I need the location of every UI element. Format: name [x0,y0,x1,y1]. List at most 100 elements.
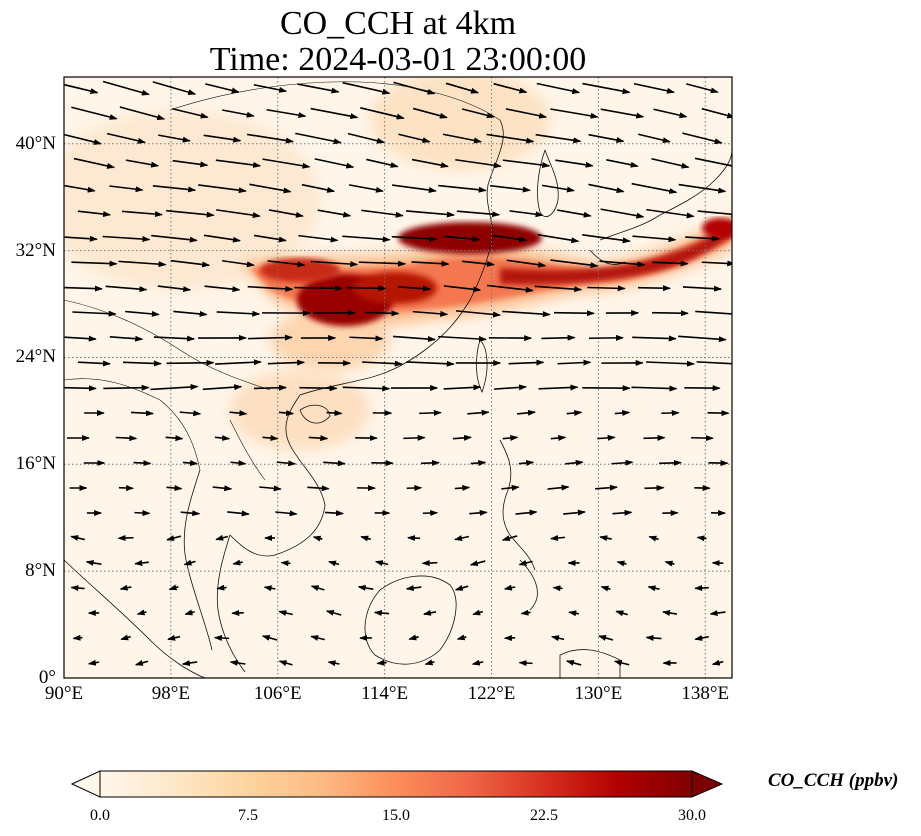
wind-arrow [183,559,196,566]
wind-arrow [134,659,149,666]
wind-arrow [550,108,599,119]
wind-arrow [506,259,547,268]
wind-arrow [170,259,211,268]
lon-tick-label: 90°E [44,683,84,704]
wind-arrow [117,535,134,542]
wind-arrow [215,159,262,168]
wind-arrow [262,158,311,169]
wind-arrow [125,310,160,317]
wind-arrow [565,459,584,466]
wind-arrow [267,359,306,366]
lon-tick-label: 130°E [574,683,623,704]
wind-arrow [598,635,614,641]
wind-arrow [611,459,634,466]
wind-arrow [109,335,144,342]
wind-arrow [102,80,150,96]
wind-arrow [72,310,117,317]
wind-arrow [121,210,163,218]
wind-arrow [64,133,102,145]
wind-arrow [267,260,306,268]
lon-tick-label: 106°E [253,683,302,704]
wind-arrow [695,310,732,315]
wind-arrow [77,210,112,218]
wind-arrow [678,335,727,343]
wind-arrow [633,82,675,94]
wind-arrow [438,184,487,193]
wind-arrow [325,609,342,616]
lat-tick-label: 24°N [15,346,56,368]
wind-arrow [158,134,191,143]
wind-arrow [631,182,678,194]
wind-arrow [133,460,152,467]
wind-arrow [566,409,583,416]
wind-arrow [419,409,442,416]
wind-arrow [505,108,548,119]
wind-arrow [709,610,726,617]
wind-arrow [106,132,146,144]
wind-arrow [349,335,384,342]
wind-arrow [213,634,230,641]
wind-arrow [152,185,197,193]
wind-arrow [167,634,181,641]
wind-arrow [508,359,545,366]
wind-arrow [638,133,671,144]
wind-arrow [310,585,325,591]
wind-arrow [652,310,689,317]
wind-arrow [314,158,355,169]
wind-arrow [437,335,487,342]
wind-arrow [327,660,340,667]
wind-arrow [411,158,449,169]
wind-arrow [452,434,472,441]
wind-arrow [182,460,199,466]
wind-arrow [70,585,85,592]
wind-arrow [216,310,261,317]
wind-arrow [455,158,502,169]
colorbar-label: CO_CCH (ppbv) [768,770,899,791]
wind-arrow [123,360,162,367]
wind-arrow [275,510,298,517]
wind-arrow [118,485,135,492]
wind-arrow [541,184,575,193]
wind-arrow [229,410,248,417]
wind-arrow [157,285,192,293]
wind-arrow [307,485,330,492]
wind-arrow [222,259,255,268]
wind-arrow [262,435,279,442]
wind-arrow [537,233,580,244]
wind-arrow [64,83,99,94]
wind-arrow [347,132,385,144]
lat-tick-label: 0° [38,667,56,688]
colorbar [70,770,724,798]
wind-arrow [515,509,538,516]
wind-arrow [153,335,196,342]
colorbar-tick-label: 22.5 [530,807,558,824]
wind-arrow [536,82,581,94]
wind-arrow [64,184,96,193]
wind-arrow [232,559,243,566]
wind-arrow [541,334,576,341]
wind-arrow [454,535,470,541]
wind-arrow [552,585,563,592]
wind-arrow [366,158,399,168]
wind-arrow [152,81,197,96]
wind-arrow [324,510,344,517]
wind-arrow [599,260,646,268]
wind-arrow [588,133,625,143]
wind-arrow [600,208,645,219]
wind-arrow [120,634,131,641]
wind-arrow [184,609,195,616]
wind-arrow [247,285,294,292]
wind-arrow [179,410,202,417]
wind-arrow [646,208,695,219]
wind-arrow [632,335,677,342]
wind-arrow [317,209,352,218]
wind-arrow [134,510,151,517]
wind-arrow [535,133,582,144]
wind-arrow [64,235,98,242]
wind-arrow [600,585,611,592]
wind-arrow [109,185,144,193]
wind-arrow [637,285,672,292]
lat-tick-label: 32°N [15,239,56,261]
colorbar-tick-label: 7.5 [238,807,258,824]
